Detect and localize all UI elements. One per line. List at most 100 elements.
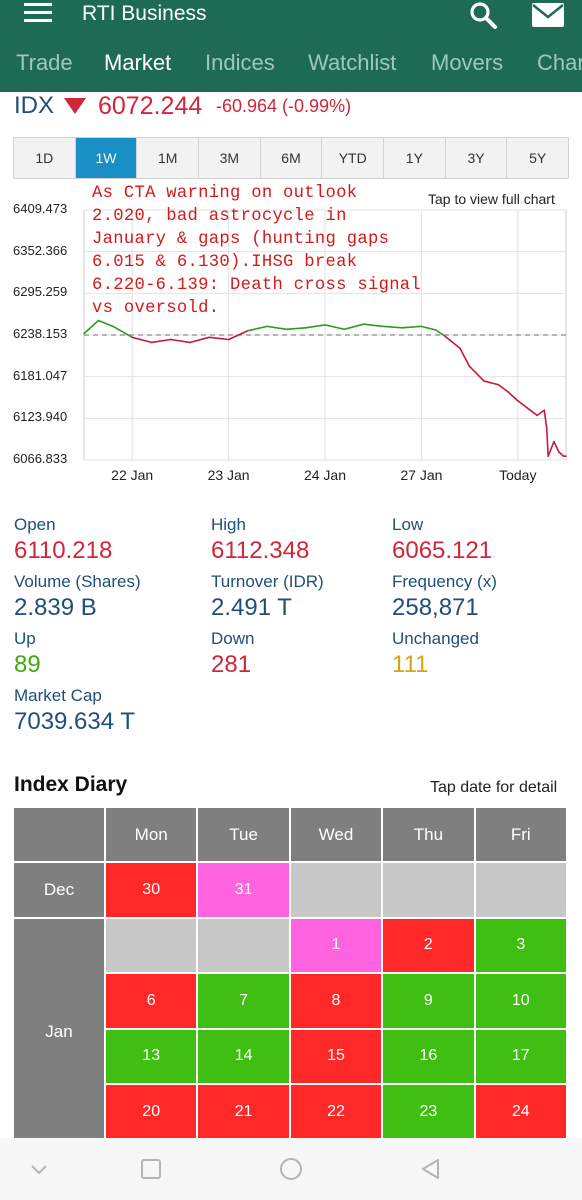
stat-down: Down 281 (211, 629, 254, 679)
range-6m-button[interactable]: 6M (261, 138, 323, 178)
index-code: IDX (14, 92, 55, 119)
range-1m-button[interactable]: 1M (137, 138, 200, 178)
stat-value: 6065.121 (392, 537, 493, 564)
back-icon[interactable] (418, 1156, 444, 1182)
price-line-segment (543, 409, 548, 430)
tap-full-chart-hint[interactable]: Tap to view full chart (428, 191, 555, 207)
price-line-segment (285, 327, 307, 331)
stat-label: Volume (Shares) (14, 572, 141, 591)
diary-date-cell[interactable]: 31 (197, 862, 290, 918)
price-line-segment (547, 440, 555, 458)
search-icon[interactable] (468, 0, 498, 30)
range-1y-button[interactable]: 1Y (384, 138, 446, 178)
diary-date-cell[interactable]: 20 (105, 1084, 198, 1140)
day-header-thu: Thu (382, 807, 475, 862)
price-line-segment (362, 323, 384, 328)
price-line-segment (189, 336, 211, 344)
price-line-segment (112, 325, 133, 339)
range-1d-button[interactable]: 1D (14, 138, 76, 178)
stat-label: Low (392, 515, 424, 534)
chart-plot (83, 209, 567, 461)
tab-chart[interactable]: Chart (537, 50, 582, 75)
x-tick-label: 23 Jan (207, 467, 250, 483)
diary-date-cell[interactable]: 7 (197, 973, 290, 1029)
diary-date-cell[interactable]: 23 (382, 1084, 475, 1140)
day-header-wed: Wed (289, 807, 383, 862)
diary-tap-hint: Tap date for detail (430, 779, 558, 796)
stat-frequency: Frequency (x) 258,871 (392, 572, 497, 622)
price-line-segment (483, 380, 500, 386)
y-tick-label: 6066.833 (13, 451, 68, 466)
tab-market[interactable]: Market (104, 50, 172, 75)
diary-date-cell[interactable]: 6 (105, 973, 198, 1029)
hamburger-menu-icon[interactable] (24, 3, 52, 25)
diary-date-cell[interactable]: 13 (105, 1028, 198, 1084)
stat-low: Low 6065.121 (392, 515, 492, 565)
mail-icon[interactable] (531, 2, 565, 28)
stat-label: Open (14, 515, 56, 534)
chevron-down-icon[interactable] (26, 1156, 52, 1182)
diary-date-cell[interactable]: 8 (289, 973, 383, 1029)
stat-unchanged: Unchanged 111 (392, 629, 479, 679)
stat-value: 6112.348 (211, 537, 310, 564)
diary-date-cell[interactable]: 2 (382, 917, 475, 973)
stat-label: Frequency (x) (392, 572, 497, 591)
stat-value: 7039.634 T (14, 708, 135, 735)
app-title: RTI Business (82, 2, 207, 25)
range-3m-button[interactable]: 3M (199, 138, 261, 178)
price-line-segment (97, 319, 114, 328)
price-line-segment (343, 323, 365, 331)
home-icon[interactable] (278, 1156, 304, 1182)
stat-value: 111 (392, 651, 429, 678)
day-header-tue: Tue (197, 807, 290, 862)
diary-date-cell[interactable]: 17 (474, 1028, 567, 1084)
range-ytd-button[interactable]: YTD (322, 138, 385, 178)
diary-date-cell[interactable]: 15 (289, 1028, 383, 1084)
diary-date-cell[interactable]: 10 (474, 973, 567, 1029)
stat-high: High 6112.348 (211, 515, 309, 565)
month-label-dec: Dec (13, 862, 105, 918)
y-tick-label: 6295.259 (13, 284, 68, 300)
price-chart[interactable]: 6409.473 6352.366 6295.259 6238.153 6181.047… (0, 182, 582, 492)
diary-date-cell[interactable]: 21 (197, 1084, 290, 1140)
x-tick-label: 22 Jan (111, 467, 154, 483)
diary-date-cell[interactable]: 9 (382, 973, 475, 1029)
index-diary-title: Index Diary (14, 773, 128, 796)
diary-date-cell[interactable]: 1 (289, 917, 383, 973)
price-line-segment (516, 399, 529, 409)
x-tick-label: 24 Jan (303, 467, 347, 483)
price-line-segment (131, 336, 153, 344)
diary-empty-cell (474, 862, 567, 918)
range-1w-button[interactable]: 1W (75, 138, 138, 178)
stat-label: Market Cap (14, 686, 102, 705)
month-label-jan: Jan (13, 917, 105, 1146)
stat-label: Unchanged (392, 629, 479, 648)
price-line-segment (169, 338, 191, 344)
tab-indices[interactable]: Indices (205, 50, 275, 75)
tab-watchlist[interactable]: Watchlist (308, 50, 397, 75)
tab-trade[interactable]: Trade (16, 50, 73, 75)
price-line-segment (536, 409, 546, 417)
stat-label: High (211, 515, 246, 534)
price-line-segment (459, 347, 471, 368)
diary-date-cell[interactable]: 24 (474, 1084, 567, 1140)
price-line-segment (227, 329, 249, 341)
stat-turnover: Turnover (IDR) 2.491 T (211, 572, 324, 622)
diary-date-cell[interactable]: 16 (382, 1028, 475, 1084)
tab-movers[interactable]: Movers (431, 50, 504, 75)
x-tick-label: Today (499, 467, 537, 483)
diary-date-cell[interactable]: 14 (197, 1028, 290, 1084)
recent-apps-icon[interactable] (138, 1156, 164, 1182)
price-line-segment (382, 325, 403, 329)
diary-date-cell[interactable]: 30 (105, 862, 198, 918)
diary-empty-cell (197, 917, 290, 973)
diary-date-cell[interactable]: 3 (474, 917, 567, 973)
range-5y-button[interactable]: 5Y (529, 150, 547, 166)
price-line-segment (435, 329, 447, 338)
range-3y-button[interactable]: 3Y (446, 138, 508, 178)
diary-date-cell[interactable]: 22 (289, 1084, 383, 1140)
price-line-segment (507, 391, 519, 402)
stat-up: Up 89 (14, 629, 41, 679)
price-line-segment (247, 325, 268, 332)
